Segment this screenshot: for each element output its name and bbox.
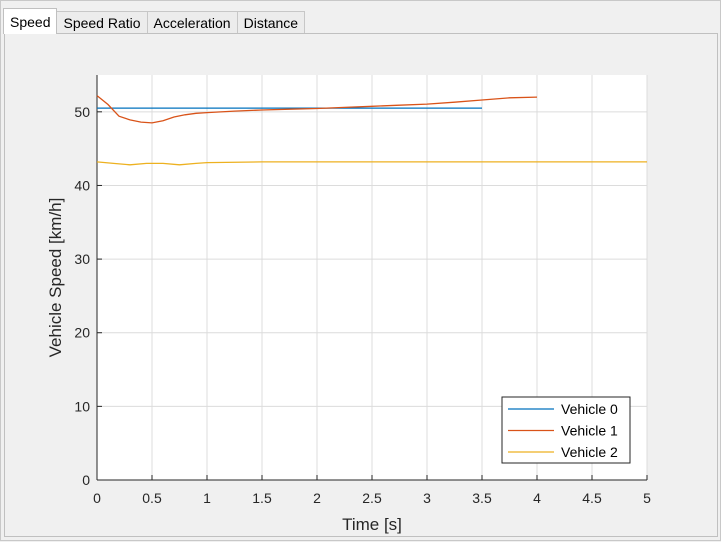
y-tick-label: 0 [82, 472, 90, 488]
x-tick-label: 3.5 [472, 490, 492, 506]
x-tick-label: 1.5 [252, 490, 272, 506]
y-tick-label: 10 [74, 398, 90, 414]
y-tick-label: 20 [74, 325, 90, 341]
tab-acceleration[interactable]: Acceleration [146, 11, 238, 33]
x-axis-label: Time [s] [342, 515, 402, 534]
tab-bar: Speed Speed Ratio Acceleration Distance [3, 7, 306, 34]
x-tick-label: 0 [93, 490, 101, 506]
y-tick-label: 40 [74, 177, 90, 193]
tab-distance[interactable]: Distance [236, 11, 306, 33]
x-tick-label: 2 [313, 490, 321, 506]
x-tick-label: 1 [203, 490, 211, 506]
x-tick-label: 2.5 [362, 490, 382, 506]
series-line-vehicle-1 [96, 95, 538, 124]
legend-entry-label: Vehicle 1 [561, 423, 618, 439]
x-tick-label: 0.5 [142, 490, 162, 506]
x-tick-label: 4 [533, 490, 541, 506]
x-tick-label: 3 [423, 490, 431, 506]
legend-entry-label: Vehicle 2 [561, 444, 618, 460]
series-line-vehicle-2 [96, 161, 647, 166]
y-tick-label: 50 [74, 104, 90, 120]
tab-speed-ratio[interactable]: Speed Ratio [56, 11, 148, 33]
y-axis-label: Vehicle Speed [km/h] [46, 198, 65, 358]
x-tick-label: 5 [643, 490, 651, 506]
x-tick-label: 4.5 [582, 490, 602, 506]
y-tick-label: 30 [74, 251, 90, 267]
tab-speed[interactable]: Speed [3, 8, 58, 34]
legend-entry-label: Vehicle 0 [561, 401, 618, 417]
